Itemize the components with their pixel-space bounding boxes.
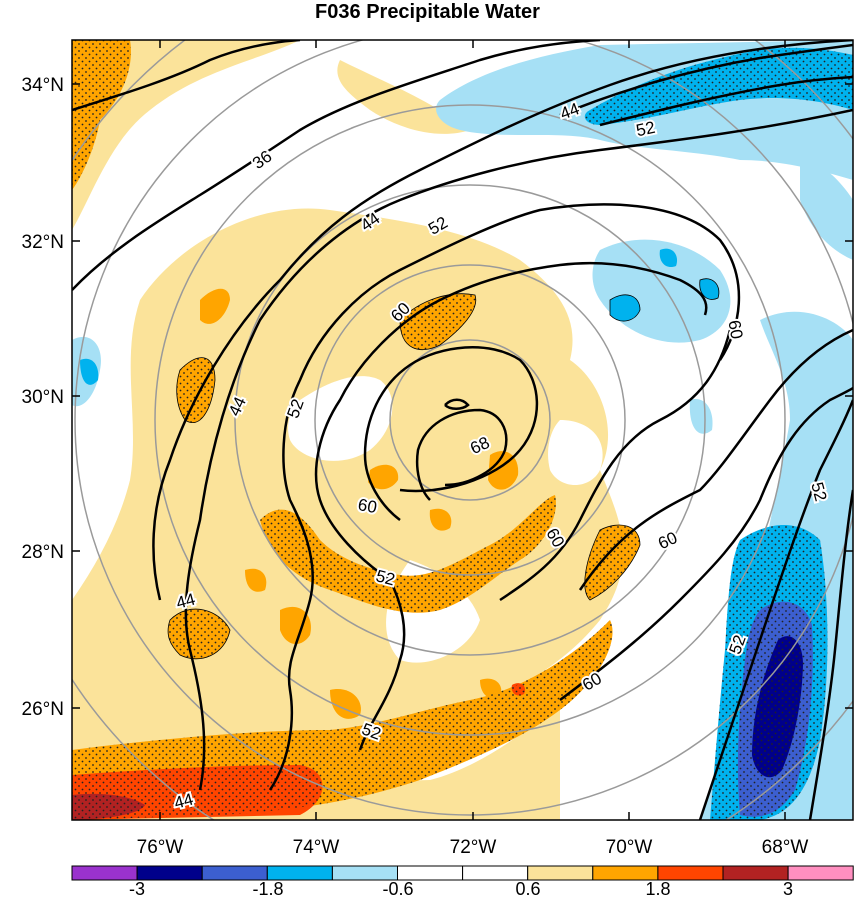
colorbar-swatch: [527, 865, 594, 881]
contour-label: 60: [724, 319, 746, 341]
colorbar-swatch: [592, 865, 659, 881]
lat-label: 26°N: [22, 699, 64, 720]
lon-label: 76°W: [137, 837, 184, 858]
lon-label: 70°W: [606, 837, 653, 858]
colorbar: [71, 865, 854, 881]
colorbar-swatch: [397, 865, 464, 881]
colorbar-swatch: [136, 865, 203, 881]
significance-outlines: [167, 278, 720, 660]
lat-label: 28°N: [22, 542, 64, 563]
contour-label: 60: [356, 495, 378, 517]
colorbar-swatch: [331, 865, 398, 881]
colorbar-label: -3: [129, 879, 145, 899]
colorbar-label: -1.8: [252, 879, 283, 899]
significance-stipple: [72, 40, 853, 820]
lon-label: 74°W: [293, 837, 340, 858]
colorbar-swatch: [201, 865, 268, 881]
colorbar-label: -0.6: [382, 879, 413, 899]
lon-label: 68°W: [762, 837, 809, 858]
colorbar-label: 0.6: [515, 879, 540, 899]
pw-contours: [72, 40, 853, 820]
map-title: F036 Precipitable Water: [315, 1, 540, 23]
longitude-labels: 76°W 74°W 72°W 70°W 68°W: [137, 837, 809, 858]
plot-frame: [71, 39, 854, 821]
lat-label: 32°N: [22, 232, 64, 253]
contour-label: 52: [634, 118, 656, 141]
colorbar-swatch: [266, 865, 333, 881]
lat-label: 30°N: [22, 387, 64, 408]
latitude-labels: 34°N 32°N 30°N 28°N 26°N: [22, 75, 64, 720]
colorbar-swatch: [462, 865, 529, 881]
colorbar-swatch: [787, 865, 854, 881]
colorbar-labels: -3 -1.8 -0.6 0.6 1.8 3: [129, 879, 793, 899]
colorbar-swatch: [657, 865, 724, 881]
colorbar-swatch: [722, 865, 789, 881]
lon-label: 72°W: [450, 837, 497, 858]
lat-label: 34°N: [22, 75, 64, 96]
colorbar-swatch: [71, 865, 138, 881]
colorbar-label: 1.8: [645, 879, 670, 899]
colorbar-label: 3: [783, 879, 793, 899]
axis-ticks: [72, 40, 853, 820]
